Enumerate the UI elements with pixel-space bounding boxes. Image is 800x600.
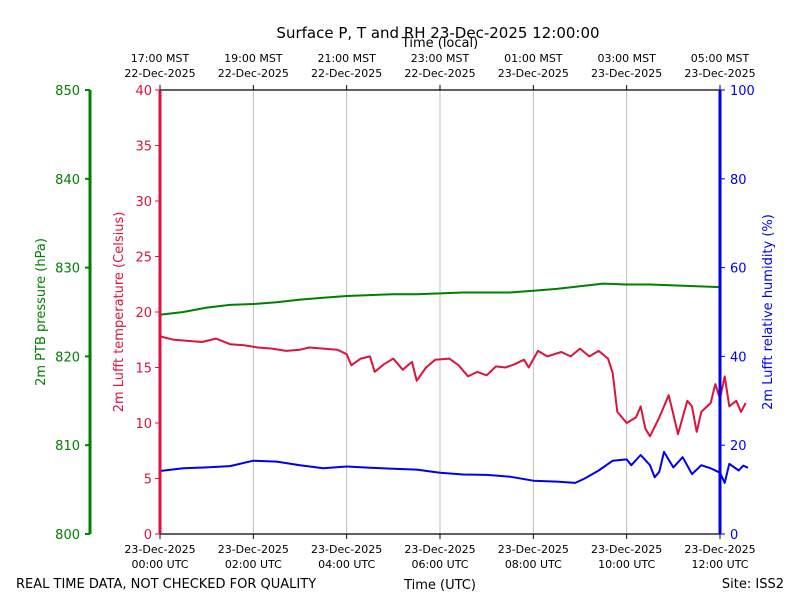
humidity-axis-label: 2m Lufft relative humidity (%): [761, 214, 776, 410]
humidity-tick-label: 40: [730, 350, 747, 365]
x-top-tick-label: 05:00 MST: [691, 52, 750, 65]
temperature-tick-label: 0: [144, 528, 152, 543]
x-tick-label: 23-Dec-2025: [498, 543, 569, 556]
pressure-axis-label: 2m PTB pressure (hPa): [34, 238, 49, 386]
x-top-tick-label: 23-Dec-2025: [684, 67, 755, 80]
pressure-tick-label: 820: [55, 350, 80, 365]
footer-site: Site: ISS2: [722, 577, 784, 592]
pressure-tick-label: 830: [55, 262, 80, 277]
x-tick-label: 04:00 UTC: [318, 558, 375, 571]
x-top-tick-label: 23:00 MST: [411, 52, 470, 65]
x-top-tick-label: 22-Dec-2025: [311, 67, 382, 80]
humidity-tick-label: 100: [730, 84, 755, 99]
chart-title: Surface P, T and RH 23-Dec-2025 12:00:00: [276, 24, 599, 42]
x-top-tick-label: 03:00 MST: [597, 52, 656, 65]
x-top-tick-label: 22-Dec-2025: [404, 67, 475, 80]
pressure-series-line: [159, 282, 721, 316]
x-tick-label: 00:00 UTC: [131, 558, 188, 571]
humidity-series-line: [159, 450, 749, 484]
temperature-tick-label: 5: [144, 473, 152, 488]
x-top-tick-label: 23-Dec-2025: [591, 67, 662, 80]
x-top-tick-label: 19:00 MST: [224, 52, 283, 65]
axes-group: 23-Dec-2025 00:00 UTC 17:00 MST 22-Dec-2025…: [55, 52, 755, 571]
temperature-tick-label: 10: [135, 417, 152, 432]
x-top-axis-label: Time (local): [401, 36, 478, 51]
x-tick-label: 06:00 UTC: [411, 558, 468, 571]
x-top-tick-label: 01:00 MST: [504, 52, 563, 65]
temperature-tick-label: 35: [135, 140, 152, 155]
temperature-tick-label: 15: [135, 362, 152, 377]
x-tick-label: 23-Dec-2025: [311, 543, 382, 556]
temperature-tick-label: 40: [135, 84, 152, 99]
x-top-tick-label: 23-Dec-2025: [498, 67, 569, 80]
humidity-tick-label: 0: [730, 528, 738, 543]
x-top-tick-label: 21:00 MST: [317, 52, 376, 65]
temperature-axis-label: 2m Lufft temperature (Celsius): [112, 212, 127, 413]
x-top-tick-label: 17:00 MST: [131, 52, 190, 65]
x-tick-label: 23-Dec-2025: [218, 543, 289, 556]
pressure-tick-label: 840: [55, 173, 80, 188]
humidity-tick-label: 60: [730, 262, 747, 277]
x-tick-label: 23-Dec-2025: [684, 543, 755, 556]
temperature-series-line: [159, 335, 747, 438]
temperature-tick-label: 25: [135, 251, 152, 266]
x-tick-label: 08:00 UTC: [505, 558, 562, 571]
x-tick-label: 23-Dec-2025: [404, 543, 475, 556]
x-top-tick-label: 22-Dec-2025: [124, 67, 195, 80]
x-axis-label: Time (UTC): [403, 578, 476, 593]
pressure-tick-label: 850: [55, 84, 80, 99]
x-tick-label: 02:00 UTC: [225, 558, 282, 571]
pressure-tick-label: 810: [55, 439, 80, 454]
temperature-tick-label: 20: [135, 306, 152, 321]
x-top-tick-label: 22-Dec-2025: [218, 67, 289, 80]
x-tick-label: 12:00 UTC: [691, 558, 748, 571]
footer-quality-note: REAL TIME DATA, NOT CHECKED FOR QUALITY: [16, 577, 316, 592]
x-tick-label: 23-Dec-2025: [124, 543, 195, 556]
series-group: [159, 282, 749, 484]
temperature-tick-label: 30: [135, 195, 152, 210]
pressure-tick-label: 800: [55, 528, 80, 543]
humidity-tick-label: 20: [730, 439, 747, 454]
x-tick-label: 10:00 UTC: [598, 558, 655, 571]
humidity-tick-label: 80: [730, 173, 747, 188]
x-tick-label: 23-Dec-2025: [591, 543, 662, 556]
